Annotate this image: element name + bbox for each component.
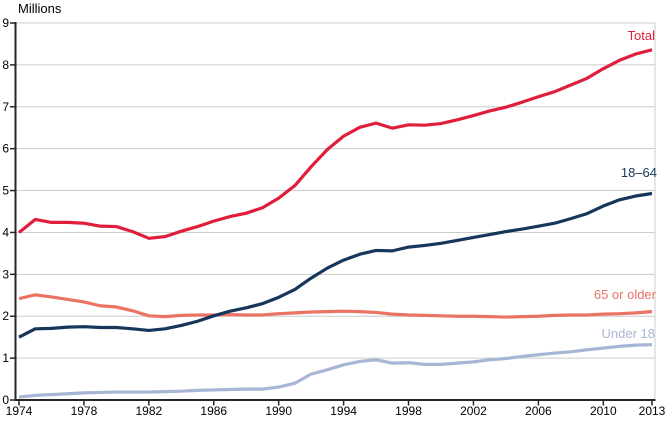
y-tick-label: 0 bbox=[2, 393, 9, 407]
series-line-total bbox=[18, 48, 653, 240]
y-tick-label: 1 bbox=[2, 351, 9, 365]
x-tick-label: 2010 bbox=[590, 404, 617, 418]
x-tick-label: 1998 bbox=[395, 404, 422, 418]
y-tick-label: 7 bbox=[2, 100, 9, 114]
y-tick-label: 3 bbox=[2, 267, 9, 281]
series-label-65-or-older: 65 or older bbox=[593, 287, 656, 302]
series-line-under-18 bbox=[18, 343, 653, 399]
series-line-65-or-older bbox=[18, 293, 653, 319]
series-line-18-64 bbox=[18, 191, 653, 339]
x-tick-label: 1978 bbox=[71, 404, 98, 418]
y-tick-label: 4 bbox=[2, 225, 9, 239]
y-axis-title: Millions bbox=[18, 1, 62, 16]
x-tick-label: 1994 bbox=[330, 404, 357, 418]
x-tick-label: 1982 bbox=[135, 404, 162, 418]
y-tick-label: 5 bbox=[2, 184, 9, 198]
y-tick-label: 8 bbox=[2, 58, 9, 72]
y-tick-label: 2 bbox=[2, 309, 9, 323]
series-label-under-18: Under 18 bbox=[601, 326, 655, 341]
x-tick-label: 2006 bbox=[525, 404, 552, 418]
x-tick-label: 1986 bbox=[200, 404, 227, 418]
y-tick-label: 6 bbox=[2, 142, 9, 156]
series-label-18-64: 18–64 bbox=[620, 165, 657, 180]
x-tick-label: 2013 bbox=[639, 404, 666, 418]
series-label-total: Total bbox=[627, 28, 655, 43]
x-tick-label: 2002 bbox=[460, 404, 487, 418]
x-tick-label: 1990 bbox=[265, 404, 292, 418]
y-tick-label: 9 bbox=[2, 16, 9, 30]
x-tick-label: 1974 bbox=[6, 404, 33, 418]
